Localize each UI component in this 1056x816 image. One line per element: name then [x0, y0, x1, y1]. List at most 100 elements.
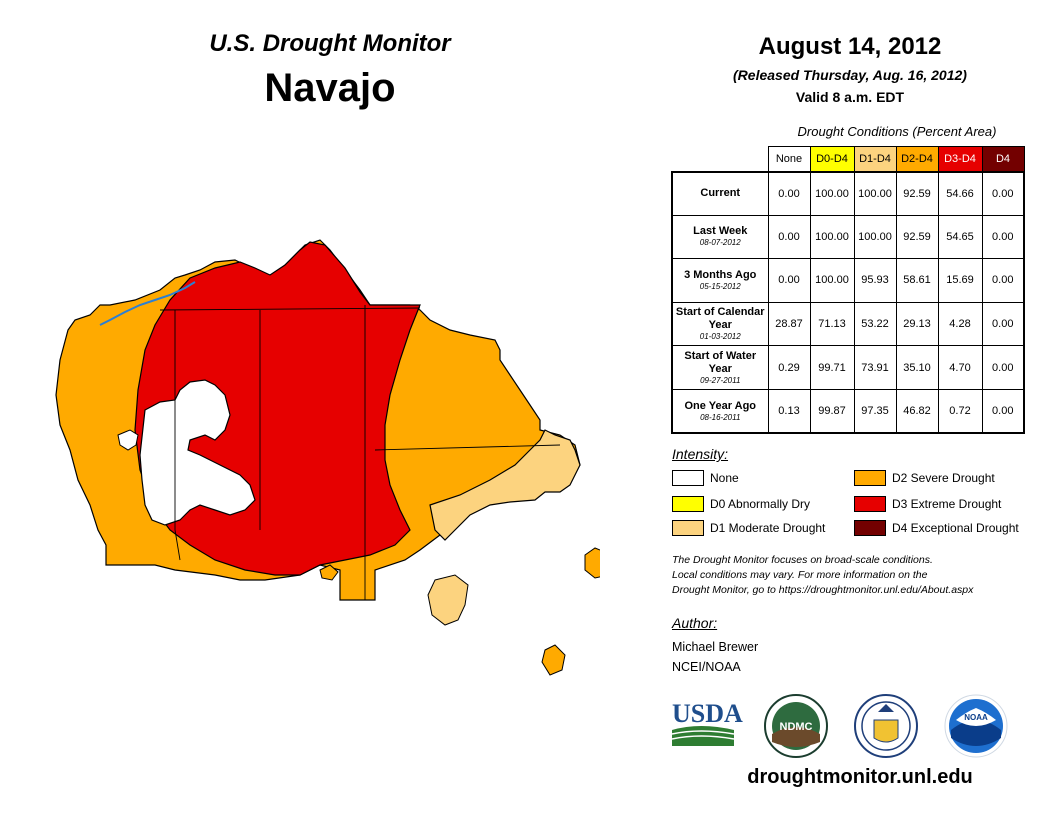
disclaimer-note: The Drought Monitor focuses on broad-sca…: [672, 553, 1047, 598]
legend-label: None: [710, 471, 739, 485]
table-cell: 97.35: [853, 388, 897, 434]
title-block: U.S. Drought Monitor Navajo: [150, 30, 510, 111]
table-cell: 0.00: [981, 388, 1025, 434]
release-date: (Released Thursday, Aug. 16, 2012): [733, 67, 967, 83]
row-label: One Year Ago: [684, 399, 757, 412]
note-line-3: Drought Monitor, go to https://droughtmo…: [672, 584, 974, 596]
map-date: August 14, 2012: [758, 33, 942, 60]
region-name: Navajo: [264, 66, 396, 110]
row-header: 3 Months Ago 05-15-2012: [671, 258, 769, 303]
legend-label: D4 Exceptional Drought: [892, 521, 1019, 535]
author-org: NCEI/NOAA: [672, 660, 741, 674]
table-row: Last Week 08-07-2012 0.00 100.00 100.00 92.59…: [671, 214, 1025, 260]
footer-url: droughtmonitor.unl.edu: [747, 766, 973, 788]
row-date: 08-07-2012: [699, 238, 741, 248]
map-area-none: [139, 379, 256, 526]
table-cell: 0.00: [981, 214, 1025, 260]
map-area-d1-island: [427, 574, 469, 626]
table-cell: 15.69: [937, 258, 983, 303]
table-cell: 4.28: [937, 301, 983, 347]
col-d4: D4: [981, 146, 1025, 172]
valid-time: Valid 8 a.m. EDT: [795, 89, 905, 105]
row-label: Start of Water Year: [684, 349, 757, 375]
table-cell: 95.93: [853, 258, 897, 303]
row-header: Start of Calendar Year 01-03-2012: [671, 301, 769, 347]
legend-label: D0 Abnormally Dry: [710, 497, 811, 511]
commerce-seal: [854, 694, 918, 758]
table-cell: 0.00: [981, 301, 1025, 347]
author-name: Michael Brewer: [672, 640, 759, 654]
row-header: One Year Ago 08-16-2011: [671, 388, 769, 434]
table-cell: 28.87: [767, 301, 811, 347]
legend-swatch: [672, 520, 704, 536]
legend-title: Intensity:: [672, 446, 729, 462]
legend-label: D3 Extreme Drought: [892, 497, 1002, 511]
legend-label: D1 Moderate Drought: [710, 521, 826, 535]
partner-logos: USDA NDMC NOAA: [671, 694, 1008, 758]
table-cell: 100.00: [853, 214, 897, 260]
row-header: Current: [671, 171, 769, 216]
legend-swatch: [854, 470, 886, 486]
map-area-d2-south: [541, 644, 566, 676]
table-cell: 100.00: [853, 171, 897, 216]
table-cell: 0.00: [981, 258, 1025, 303]
table-cell: 0.00: [767, 214, 811, 260]
legend-swatch: [854, 496, 886, 512]
table-cell: 100.00: [809, 258, 855, 303]
row-header: Last Week 08-07-2012: [671, 214, 769, 260]
legend-item-none: None: [672, 469, 739, 487]
drought-conditions-table: None D0-D4 D1-D4 D2-D4 D3-D4 D4 Current 0…: [671, 146, 1025, 434]
table-cell: 92.59: [895, 171, 939, 216]
map-area-d2-east: [584, 547, 600, 579]
row-label: Last Week: [693, 225, 748, 238]
row-header: Start of Water Year 09-27-2011: [671, 345, 769, 390]
ndmc-logo-text: NDMC: [780, 721, 813, 733]
legend-item-d4: D4 Exceptional Drought: [854, 519, 1019, 537]
table-cell: 0.00: [981, 345, 1025, 390]
row-date: 05-15-2012: [699, 281, 741, 291]
legend-swatch: [854, 520, 886, 536]
ndmc-logo: NDMC: [764, 694, 828, 758]
map-area-d1: [429, 429, 581, 541]
col-none: None: [767, 146, 811, 172]
table-cell: 92.59: [895, 214, 939, 260]
legend-swatch: [672, 470, 704, 486]
table-corner: [672, 147, 768, 172]
map-area-d2-small: [319, 564, 339, 581]
map-title: U.S. Drought Monitor: [209, 30, 451, 57]
table-cell: 0.72: [937, 388, 983, 434]
table-cell: 73.91: [853, 345, 897, 390]
table-cell: 0.00: [981, 171, 1025, 216]
legend-swatch: [672, 496, 704, 512]
table-row: One Year Ago 08-16-2011 0.13 99.87 97.35 46.8…: [671, 388, 1025, 434]
river: [99, 281, 196, 326]
table-cell: 99.87: [809, 388, 855, 434]
author-block: Michael Brewer NCEI/NOAA: [672, 637, 758, 677]
col-d2-d4: D2-D4: [895, 146, 939, 172]
county-lines: [159, 305, 561, 600]
row-label: Current: [700, 187, 741, 200]
author-title: Author:: [672, 615, 718, 631]
row-date: 08-16-2011: [700, 412, 741, 422]
usda-logo: USDA: [671, 699, 743, 746]
table-cell: 4.70: [937, 345, 983, 390]
table-cell: 54.65: [937, 214, 983, 260]
row-date: 01-03-2012: [699, 332, 741, 342]
legend-item-d3: D3 Extreme Drought: [854, 495, 1001, 513]
table-cell: 0.00: [767, 258, 811, 303]
col-d1-d4: D1-D4: [853, 146, 897, 172]
table-cell: 58.61: [895, 258, 939, 303]
col-d0-d4: D0-D4: [809, 146, 855, 172]
table-row: Start of Calendar Year 01-03-2012 28.87 71.…: [671, 301, 1025, 347]
table-row: 3 Months Ago 05-15-2012 0.00 100.00 95.93 58.…: [671, 258, 1025, 303]
table-caption: Drought Conditions (Percent Area): [797, 124, 997, 139]
table-cell: 0.13: [767, 388, 811, 434]
row-label: 3 Months Ago: [684, 268, 757, 281]
noaa-logo: NOAA: [944, 694, 1008, 758]
table-cell: 29.13: [895, 301, 939, 347]
legend-item-d0: D0 Abnormally Dry: [672, 495, 810, 513]
note-line-1: The Drought Monitor focuses on broad-sca…: [672, 554, 933, 566]
table-row: Current 0.00 100.00 100.00 92.59 54.66 0.00: [671, 171, 1025, 216]
table-cell: 54.66: [937, 171, 983, 216]
noaa-logo-text: NOAA: [964, 713, 988, 722]
